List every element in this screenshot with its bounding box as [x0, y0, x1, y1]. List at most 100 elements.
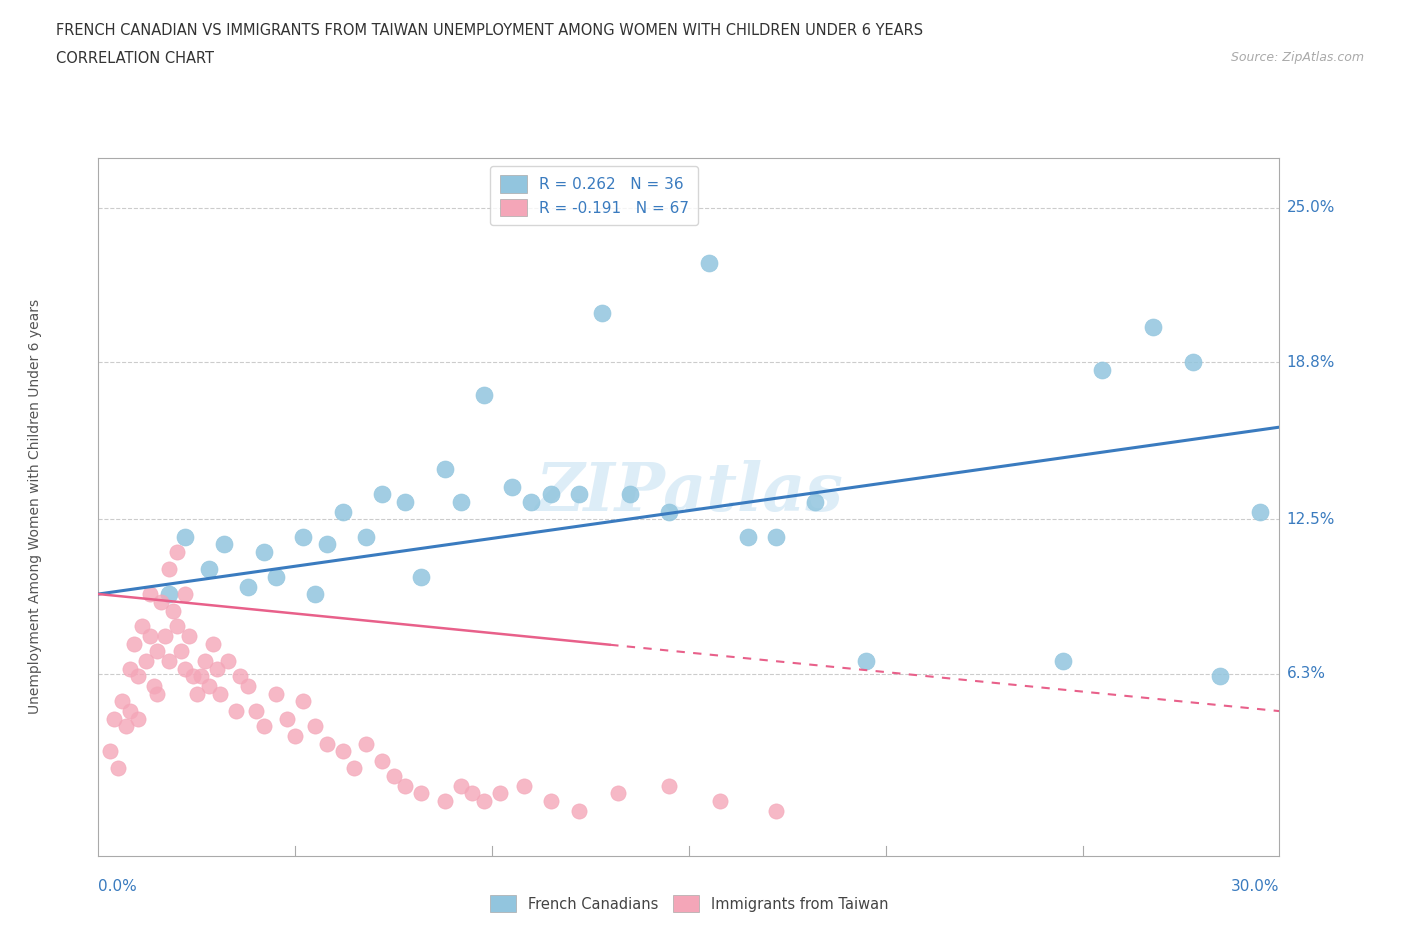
- Point: [520, 495, 543, 510]
- Point: [709, 793, 731, 808]
- Point: [157, 587, 180, 602]
- Point: [253, 719, 276, 734]
- Point: [619, 487, 641, 502]
- Point: [229, 669, 252, 684]
- Point: [142, 679, 165, 694]
- Point: [658, 504, 681, 519]
- Point: [190, 669, 212, 684]
- Point: [304, 719, 326, 734]
- Text: 0.0%: 0.0%: [98, 879, 138, 894]
- Point: [253, 544, 276, 559]
- Point: [371, 753, 394, 768]
- Point: [103, 711, 125, 726]
- Point: [304, 587, 326, 602]
- Point: [765, 529, 787, 544]
- Point: [138, 629, 160, 644]
- Text: FRENCH CANADIAN VS IMMIGRANTS FROM TAIWAN UNEMPLOYMENT AMONG WOMEN WITH CHILDREN: FRENCH CANADIAN VS IMMIGRANTS FROM TAIWA…: [56, 23, 924, 38]
- Point: [166, 619, 188, 634]
- Point: [157, 562, 180, 577]
- Point: [433, 793, 456, 808]
- Point: [354, 529, 377, 544]
- Point: [607, 786, 630, 801]
- Point: [315, 537, 337, 551]
- Point: [177, 629, 200, 644]
- Text: CORRELATION CHART: CORRELATION CHART: [56, 51, 214, 66]
- Point: [122, 636, 145, 651]
- Text: 12.5%: 12.5%: [1286, 512, 1334, 526]
- Point: [332, 744, 354, 759]
- Point: [111, 694, 134, 709]
- Point: [855, 654, 877, 669]
- Text: Unemployment Among Women with Children Under 6 years: Unemployment Among Women with Children U…: [28, 299, 42, 714]
- Point: [315, 736, 337, 751]
- Point: [197, 562, 219, 577]
- Point: [138, 587, 160, 602]
- Text: 18.8%: 18.8%: [1286, 355, 1334, 370]
- Point: [146, 644, 169, 658]
- Point: [118, 661, 141, 676]
- Point: [501, 480, 523, 495]
- Point: [1142, 320, 1164, 335]
- Point: [1181, 355, 1204, 370]
- Point: [118, 704, 141, 719]
- Point: [162, 604, 184, 619]
- Point: [765, 804, 787, 818]
- Point: [174, 661, 197, 676]
- Point: [98, 744, 121, 759]
- Point: [540, 793, 562, 808]
- Point: [591, 305, 613, 320]
- Point: [146, 686, 169, 701]
- Point: [658, 778, 681, 793]
- Point: [186, 686, 208, 701]
- Point: [174, 529, 197, 544]
- Point: [1091, 363, 1114, 378]
- Point: [472, 793, 495, 808]
- Point: [127, 669, 149, 684]
- Point: [170, 644, 193, 658]
- Point: [201, 636, 224, 651]
- Point: [450, 778, 472, 793]
- Point: [107, 761, 129, 776]
- Point: [737, 529, 759, 544]
- Point: [217, 654, 239, 669]
- Point: [181, 669, 204, 684]
- Text: 6.3%: 6.3%: [1286, 666, 1326, 682]
- Text: ZIPatlas: ZIPatlas: [536, 460, 842, 525]
- Point: [411, 786, 433, 801]
- Point: [225, 704, 247, 719]
- Point: [166, 544, 188, 559]
- Point: [804, 495, 827, 510]
- Point: [209, 686, 232, 701]
- Point: [332, 504, 354, 519]
- Point: [197, 679, 219, 694]
- Point: [433, 462, 456, 477]
- Point: [245, 704, 267, 719]
- Point: [472, 387, 495, 402]
- Point: [264, 569, 287, 584]
- Point: [214, 537, 236, 551]
- Point: [284, 728, 307, 743]
- Point: [568, 487, 591, 502]
- Text: Source: ZipAtlas.com: Source: ZipAtlas.com: [1230, 51, 1364, 64]
- Point: [127, 711, 149, 726]
- Point: [236, 579, 259, 594]
- Point: [1052, 654, 1074, 669]
- Point: [174, 587, 197, 602]
- Text: 30.0%: 30.0%: [1232, 879, 1279, 894]
- Point: [236, 679, 259, 694]
- Point: [115, 719, 138, 734]
- Point: [264, 686, 287, 701]
- Point: [489, 786, 512, 801]
- Point: [697, 256, 720, 271]
- Point: [155, 629, 177, 644]
- Point: [131, 619, 153, 634]
- Point: [394, 778, 416, 793]
- Point: [194, 654, 217, 669]
- Point: [292, 529, 315, 544]
- Legend: French Canadians, Immigrants from Taiwan: French Canadians, Immigrants from Taiwan: [484, 890, 894, 918]
- Point: [568, 804, 591, 818]
- Point: [512, 778, 534, 793]
- Point: [292, 694, 315, 709]
- Point: [157, 654, 180, 669]
- Point: [150, 594, 173, 609]
